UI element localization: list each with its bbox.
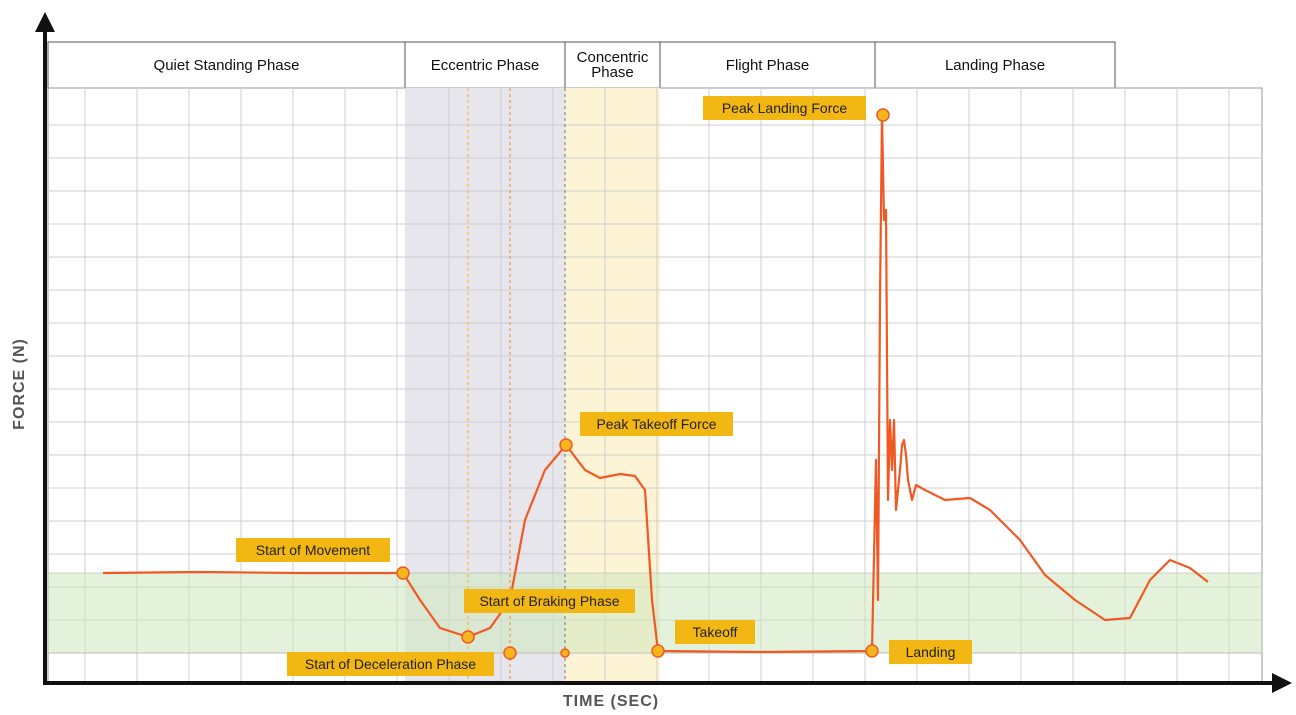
annotation: Start of Deceleration Phase [287, 652, 494, 676]
event-markers [396, 108, 890, 660]
phase-label: Eccentric Phase [430, 56, 540, 74]
phase-label: Concentric Phase [576, 49, 649, 81]
annotation: Start of Braking Phase [464, 589, 635, 613]
annotation: Landing [889, 640, 972, 664]
x-arrow [1272, 673, 1292, 693]
phase-label: Landing Phase [944, 56, 1046, 74]
bodyweight-band [47, 572, 1263, 654]
phase-dividers [404, 42, 876, 88]
force-curve [102, 113, 1209, 654]
annotation: Peak Landing Force [703, 96, 866, 120]
annotation: Start of Movement [236, 538, 390, 562]
y-arrow [35, 12, 55, 32]
annotation: Peak Takeoff Force [580, 412, 733, 436]
phase-label: Flight Phase [725, 56, 810, 74]
phase-header [47, 41, 1116, 89]
annotation: Takeoff [675, 620, 755, 644]
x-axis-label: TIME (SEC) [562, 693, 660, 710]
phase-label: Quiet Standing Phase [153, 56, 300, 74]
axes [43, 30, 1275, 685]
y-axis-label: FORCE (N) [11, 338, 28, 430]
